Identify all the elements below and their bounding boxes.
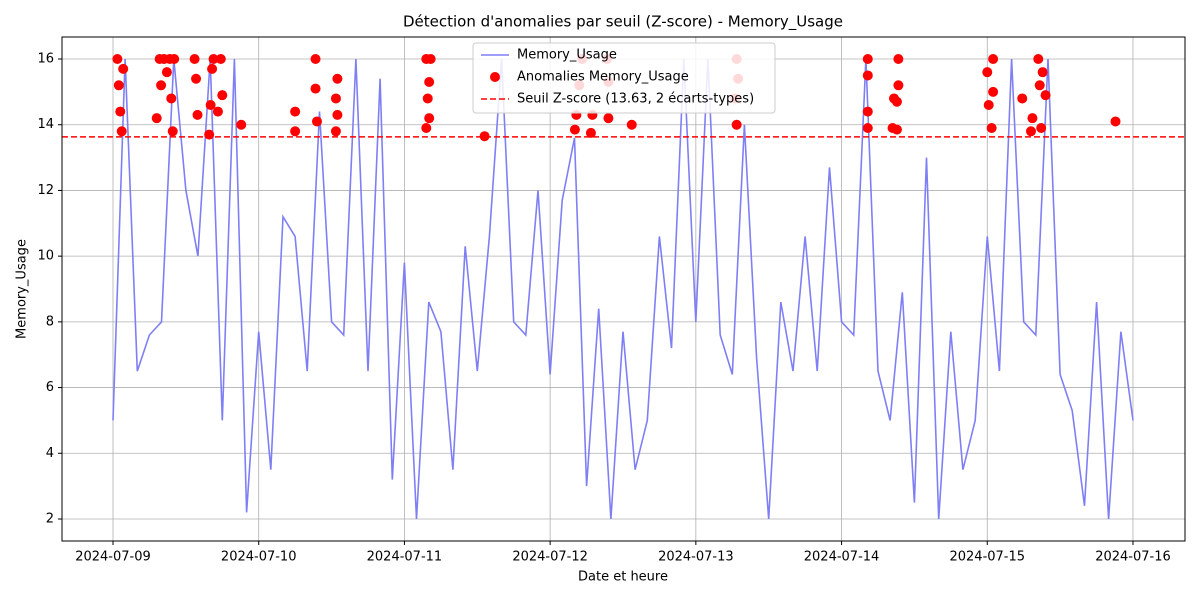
anomaly-point bbox=[161, 67, 172, 78]
anomaly-point bbox=[215, 54, 226, 65]
anomaly-point bbox=[217, 90, 228, 101]
anomaly-point bbox=[988, 86, 999, 97]
anomaly-point bbox=[862, 70, 873, 81]
anomaly-point bbox=[1036, 123, 1047, 134]
anomaly-point bbox=[166, 93, 177, 104]
anomaly-point bbox=[310, 54, 321, 65]
anomaly-point bbox=[425, 54, 436, 65]
legend-swatch bbox=[490, 72, 500, 82]
anomaly-point bbox=[204, 129, 215, 140]
anomaly-point bbox=[988, 54, 999, 65]
anomaly-point bbox=[1025, 126, 1036, 137]
x-tick-label: 2024-07-12 bbox=[512, 550, 588, 565]
anomaly-point bbox=[569, 124, 580, 135]
anomaly-point bbox=[862, 106, 873, 117]
anomaly-point bbox=[310, 83, 321, 94]
anomaly-point bbox=[424, 113, 435, 124]
anomaly-point bbox=[207, 63, 218, 74]
anomaly-point bbox=[422, 93, 433, 104]
anomaly-point bbox=[115, 106, 126, 117]
y-tick-label: 6 bbox=[46, 380, 54, 395]
anomaly-point bbox=[1033, 54, 1044, 65]
chart-title: Détection d'anomalies par seuil (Z-score… bbox=[403, 13, 843, 32]
anomaly-point bbox=[236, 119, 247, 130]
anomaly-point bbox=[893, 54, 904, 65]
anomaly-point bbox=[731, 119, 742, 130]
y-tick-label: 16 bbox=[37, 52, 54, 67]
y-axis-label: Memory_Usage bbox=[15, 239, 30, 339]
anomaly-point bbox=[891, 96, 902, 107]
anomaly-point bbox=[116, 126, 127, 137]
anomaly-point bbox=[424, 77, 435, 88]
y-tick-label: 4 bbox=[46, 446, 54, 461]
anomaly-point bbox=[986, 123, 997, 134]
anomaly-point bbox=[1017, 93, 1028, 104]
legend-label: Memory_Usage bbox=[517, 48, 617, 63]
anomaly-point bbox=[983, 100, 994, 111]
y-tick-label: 12 bbox=[37, 183, 54, 198]
anomaly-point bbox=[169, 54, 180, 65]
y-tick-label: 8 bbox=[46, 314, 54, 329]
anomaly-point bbox=[1037, 67, 1048, 78]
anomaly-point bbox=[332, 73, 343, 84]
anomaly-point bbox=[205, 100, 216, 111]
anomaly-point bbox=[151, 113, 162, 124]
x-tick-label: 2024-07-15 bbox=[949, 550, 1025, 565]
anomaly-point bbox=[421, 123, 432, 134]
plot-frame bbox=[61, 36, 1186, 542]
y-tick-label: 14 bbox=[37, 117, 54, 132]
anomaly-point bbox=[330, 126, 341, 137]
y-tick-label: 10 bbox=[37, 249, 54, 264]
anomaly-point bbox=[167, 126, 178, 137]
x-tick-label: 2024-07-09 bbox=[75, 550, 151, 565]
anomaly-point bbox=[603, 113, 614, 124]
anomaly-point bbox=[585, 127, 596, 138]
anomaly-point bbox=[189, 54, 200, 65]
anomaly-point bbox=[332, 109, 343, 120]
x-tick-label: 2024-07-11 bbox=[367, 550, 443, 565]
anomaly-point bbox=[192, 109, 203, 120]
anomaly-point bbox=[212, 106, 223, 117]
anomaly-point bbox=[982, 67, 993, 78]
anomaly-point bbox=[626, 119, 637, 130]
anomaly-point bbox=[330, 93, 341, 104]
anomaly-point bbox=[311, 116, 322, 127]
data-line bbox=[112, 58, 1134, 520]
anomaly-point bbox=[208, 54, 219, 65]
anomaly-point bbox=[1027, 113, 1038, 124]
anomaly-point bbox=[1040, 90, 1051, 101]
anomaly-point bbox=[1034, 80, 1045, 91]
legend-box bbox=[472, 42, 776, 114]
anomaly-point bbox=[156, 80, 167, 91]
anomaly-point bbox=[290, 106, 301, 117]
x-tick-label: 2024-07-14 bbox=[804, 550, 880, 565]
anomaly-point bbox=[290, 126, 301, 137]
anomaly-point bbox=[862, 54, 873, 65]
anomaly-point bbox=[1110, 116, 1121, 127]
anomaly-point bbox=[862, 123, 873, 134]
x-tick-label: 2024-07-16 bbox=[1095, 550, 1171, 565]
anomaly-point bbox=[113, 80, 124, 91]
x-tick-label: 2024-07-10 bbox=[221, 550, 297, 565]
anomaly-point bbox=[118, 63, 129, 74]
anomaly-point bbox=[891, 124, 902, 135]
anomaly-point bbox=[893, 80, 904, 91]
legend-label: Seuil Z-score (13.63, 2 écarts-types) bbox=[517, 92, 754, 107]
anomaly-point bbox=[479, 131, 490, 142]
x-axis-label: Date et heure bbox=[578, 570, 668, 585]
y-tick-label: 2 bbox=[46, 511, 54, 526]
anomaly-point bbox=[191, 73, 202, 84]
anomaly-point bbox=[112, 54, 123, 65]
legend-label: Anomalies Memory_Usage bbox=[517, 70, 689, 85]
x-tick-label: 2024-07-13 bbox=[658, 550, 734, 565]
legend: Memory_Usage Anomalies Memory_Usage Seuil … bbox=[472, 42, 776, 114]
